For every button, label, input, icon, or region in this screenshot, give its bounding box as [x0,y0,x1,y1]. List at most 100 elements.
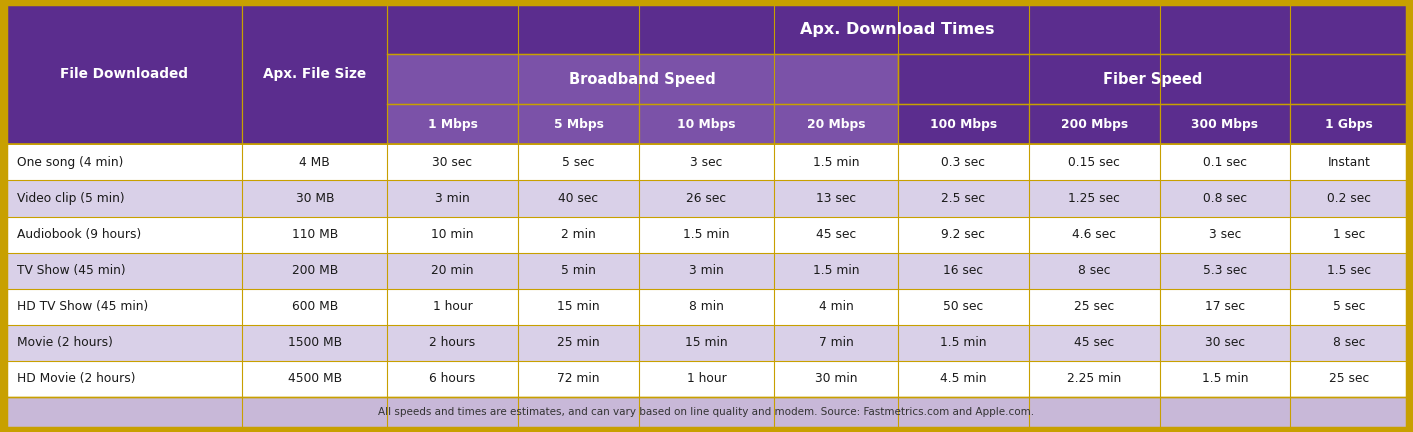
Bar [243,216,387,253]
Bar [1029,253,1160,289]
Text: 15 min: 15 min [685,336,728,349]
Bar [774,104,897,144]
Bar [243,253,387,289]
Bar [517,144,639,181]
Bar [897,144,1029,181]
Text: 300 Mbps: 300 Mbps [1191,118,1259,131]
Text: 1.5 sec: 1.5 sec [1327,264,1371,277]
Text: 13 sec: 13 sec [815,192,856,205]
Text: 200 MB: 200 MB [291,264,338,277]
Text: Apx. Download Times: Apx. Download Times [800,22,995,37]
Bar [1029,181,1160,216]
Bar [897,104,1029,144]
Bar [774,181,897,216]
Bar [1160,361,1290,397]
Bar [243,181,387,216]
Text: 1.25 sec: 1.25 sec [1068,192,1121,205]
Text: HD Movie (2 hours): HD Movie (2 hours) [17,372,136,385]
Bar [243,4,387,54]
Bar [897,289,1029,325]
Bar [1160,325,1290,361]
Bar [243,361,387,397]
Bar [387,325,517,361]
Text: 10 min: 10 min [431,228,473,241]
Bar [1160,253,1290,289]
Bar [1160,144,1290,181]
Bar [639,253,774,289]
Text: 1 Mbps: 1 Mbps [428,118,478,131]
Bar [1290,361,1407,397]
Text: 0.8 sec: 0.8 sec [1202,192,1246,205]
Text: 10 Mbps: 10 Mbps [677,118,736,131]
Text: 50 sec: 50 sec [942,300,983,313]
Bar [1290,104,1407,144]
Bar [387,253,517,289]
Text: 1 sec: 1 sec [1332,228,1365,241]
Text: 6 hours: 6 hours [430,372,476,385]
Text: 45 sec: 45 sec [1074,336,1115,349]
Bar [6,144,243,181]
Text: 110 MB: 110 MB [291,228,338,241]
Bar [517,216,639,253]
Bar [387,4,1407,54]
Text: 8 min: 8 min [690,300,723,313]
Bar [517,361,639,397]
Bar [243,289,387,325]
Bar [897,54,1407,104]
Bar [243,325,387,361]
Text: 4.6 sec: 4.6 sec [1072,228,1116,241]
Bar [1290,289,1407,325]
Text: 8 sec: 8 sec [1078,264,1111,277]
Bar [1160,181,1290,216]
Bar [1160,289,1290,325]
Text: Instant: Instant [1327,156,1371,169]
Text: 1.5 min: 1.5 min [684,228,729,241]
Text: 1.5 min: 1.5 min [940,336,986,349]
Bar [6,289,243,325]
Text: 100 Mbps: 100 Mbps [930,118,996,131]
Bar [243,144,387,181]
Text: 2 hours: 2 hours [430,336,476,349]
Text: 20 Mbps: 20 Mbps [807,118,865,131]
Text: 0.15 sec: 0.15 sec [1068,156,1121,169]
Text: Movie (2 hours): Movie (2 hours) [17,336,113,349]
Text: 45 sec: 45 sec [815,228,856,241]
Text: 72 min: 72 min [557,372,599,385]
Bar [6,54,243,104]
Text: 4 MB: 4 MB [300,156,331,169]
Bar [897,325,1029,361]
Bar [1290,181,1407,216]
Bar [6,361,243,397]
Bar [517,181,639,216]
Text: 5 min: 5 min [561,264,596,277]
Text: 1.5 min: 1.5 min [812,156,859,169]
Text: 0.1 sec: 0.1 sec [1202,156,1246,169]
Text: 2 min: 2 min [561,228,596,241]
Bar [387,289,517,325]
Text: 0.3 sec: 0.3 sec [941,156,985,169]
Text: 26 sec: 26 sec [687,192,726,205]
Bar [639,181,774,216]
Text: 4 min: 4 min [818,300,853,313]
Text: 25 sec: 25 sec [1074,300,1115,313]
Bar [774,361,897,397]
Text: 2.5 sec: 2.5 sec [941,192,985,205]
Text: 9.2 sec: 9.2 sec [941,228,985,241]
Bar [639,325,774,361]
Bar [517,325,639,361]
Text: 40 sec: 40 sec [558,192,599,205]
Bar [387,216,517,253]
Text: File Downloaded: File Downloaded [61,67,188,81]
Text: Fiber Speed: Fiber Speed [1104,72,1202,87]
Text: 3 sec: 3 sec [1208,228,1241,241]
Text: 30 min: 30 min [815,372,858,385]
Bar [1029,216,1160,253]
Bar [1029,104,1160,144]
Text: 25 min: 25 min [557,336,599,349]
Text: 30 MB: 30 MB [295,192,333,205]
Text: 5 sec: 5 sec [1332,300,1365,313]
Bar [639,361,774,397]
Text: All speeds and times are estimates, and can vary based on line quality and modem: All speeds and times are estimates, and … [379,407,1034,417]
Text: 15 min: 15 min [557,300,599,313]
Bar [243,104,387,144]
